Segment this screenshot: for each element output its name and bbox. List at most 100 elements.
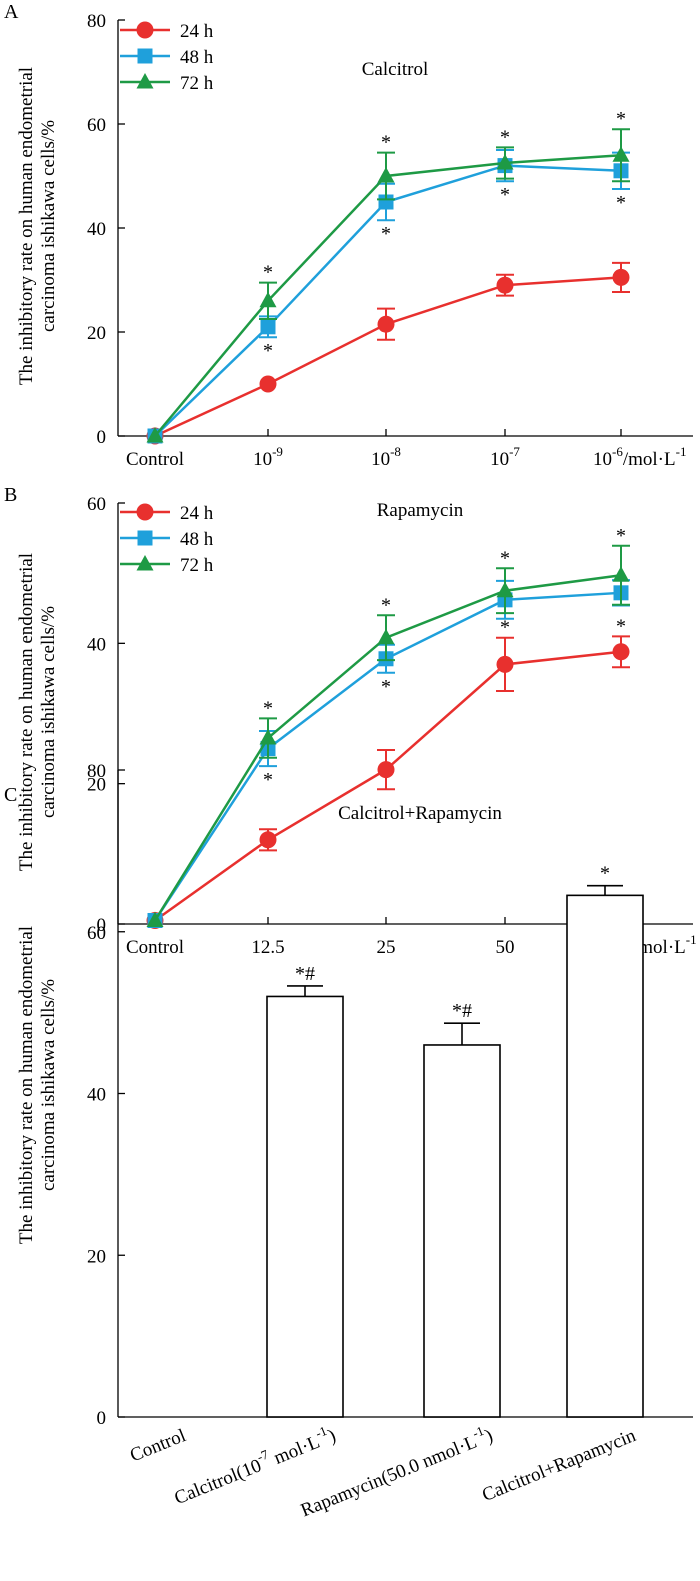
significance-annotation: *# [295, 963, 315, 985]
legend-item: 48 h [120, 47, 214, 68]
x-tick-label: Calcitrol+Rapamycin [479, 1425, 639, 1506]
data-point [496, 655, 514, 673]
series-72h: * * * * [146, 108, 630, 443]
data-point [377, 761, 395, 779]
data-point [496, 581, 514, 598]
x-tick-label-part: Rapamycin(50.0 nmol·L [298, 1432, 480, 1522]
x-tick-label-base: 10 [371, 449, 390, 470]
x-tick-label: 25 [377, 937, 396, 958]
x-tick-label-base: 10 [490, 449, 509, 470]
legend-item: 72 h [120, 555, 214, 576]
legend-label: 72 h [180, 555, 214, 576]
x-tick-label-base: 12.5 [251, 937, 284, 958]
panel-c: 0 20 40 60 80 The inhibitory rate on human en… [4, 761, 693, 1521]
y-axis-label: The inhibitory rate on human endometrial… [16, 553, 59, 871]
data-point [260, 319, 276, 335]
significance-star: * [500, 184, 510, 206]
x-tick-label-part: Calcitrol(10 [171, 1455, 264, 1509]
data-point [259, 831, 277, 849]
significance-annotation: * [600, 863, 610, 885]
legend-marker [137, 48, 153, 64]
legend-label: 24 h [180, 21, 214, 42]
data-point [612, 566, 630, 582]
legend-item: 24 h [120, 21, 214, 42]
bar [266, 995, 344, 1418]
y-axis-label-line: The inhibitory rate on human endometrial [16, 553, 37, 871]
legend-item: 72 h [120, 73, 214, 94]
x-tick-label: 50 [496, 937, 515, 958]
panel-label: B [4, 484, 17, 506]
y-tick-label: 20 [87, 1246, 106, 1267]
x-tick-label-part: Control [127, 1425, 189, 1466]
legend-marker [136, 503, 154, 521]
x-tick-label-sup: -9 [272, 444, 283, 459]
data-point [496, 154, 514, 170]
significance-star: * [381, 132, 391, 154]
significance-star: * [500, 617, 510, 639]
y-tick-label: 80 [87, 11, 106, 32]
significance-star: * [381, 594, 391, 616]
y-axis-label-line: carcinoma ishikawa cells/% [38, 979, 59, 1191]
data-point [259, 375, 277, 393]
significance-star: * [263, 697, 273, 719]
x-tick-label-sup: -1 [470, 1423, 486, 1441]
significance-star: * [381, 223, 391, 245]
y-tick-label: 80 [87, 761, 106, 782]
y-tick-label: 0 [97, 427, 107, 448]
significance-star: * [263, 340, 273, 362]
legend-item: 48 h [120, 529, 214, 550]
significance-star: * [616, 615, 626, 637]
significance-annotation: *# [452, 1000, 472, 1022]
x-tick-label-unit: /mol·L [623, 449, 676, 470]
data-point [377, 628, 395, 645]
x-tick-label-base: Control [126, 449, 184, 470]
y-axis-label-line: carcinoma ishikawa cells/% [38, 606, 59, 818]
x-tick-label: Control [127, 1425, 189, 1466]
data-point [259, 729, 277, 745]
significance-star: * [616, 108, 626, 130]
y-tick-label: 40 [87, 219, 106, 240]
y-axis-label: The inhibitory rate on human endometrial… [16, 67, 59, 385]
x-tick-label: 12.5 [251, 937, 284, 958]
x-tick-label: Control [126, 449, 184, 470]
y-axis-label-line: carcinoma ishikawa cells/% [38, 120, 59, 332]
legend-marker [137, 530, 153, 546]
y-tick-label: 20 [87, 775, 106, 796]
y-tick-label: 40 [87, 1085, 106, 1106]
data-point [612, 268, 630, 286]
legend-marker [136, 73, 154, 89]
series-48h: ** [147, 579, 630, 928]
x-tick-label-base: 25 [377, 937, 396, 958]
x-tick-label: 10-8 [371, 444, 401, 470]
y-tick-label: 40 [87, 634, 106, 655]
panel-label: A [4, 1, 19, 23]
x-tick-label-part: mol·L [267, 1432, 323, 1471]
legend-label: 72 h [180, 73, 214, 94]
series-line [153, 574, 622, 922]
legend-label: 48 h [180, 47, 214, 68]
x-tick-label: 10-7 [490, 444, 520, 470]
series-48h: * * * * [147, 149, 630, 444]
x-tick-label-sup: -6 [612, 444, 623, 459]
legend-marker [136, 555, 154, 571]
x-tick-label: 10-9 [253, 444, 283, 470]
y-axis-label-line: The inhibitory rate on human endometrial [16, 67, 37, 385]
panel-a: 0 20 40 60 80 The inhibitory rate on human en… [4, 1, 693, 470]
significance-star: * [500, 126, 510, 148]
x-tick-label-base: 50 [496, 937, 515, 958]
x-tick-label: Control [126, 937, 184, 958]
panel-b: 0 20 40 60 The inhibitory rate on human endo… [4, 484, 697, 958]
panel-title: Rapamycin [377, 500, 464, 521]
x-tick-label-sup: -8 [390, 444, 401, 459]
data-point [612, 643, 630, 661]
significance-star: * [263, 262, 273, 284]
data-point [259, 291, 277, 308]
legend-label: 48 h [180, 529, 214, 550]
legend-label: 24 h [180, 503, 214, 524]
x-tick-label-unit-sup: -1 [676, 444, 687, 459]
data-point [146, 427, 164, 443]
x-tick-label: 10-6/mol·L-1 [593, 444, 686, 470]
y-axis-label: The inhibitory rate on human endometrial… [16, 926, 59, 1244]
y-tick-label: 60 [87, 494, 106, 515]
x-tick-label-unit-sup: -1 [686, 932, 697, 947]
